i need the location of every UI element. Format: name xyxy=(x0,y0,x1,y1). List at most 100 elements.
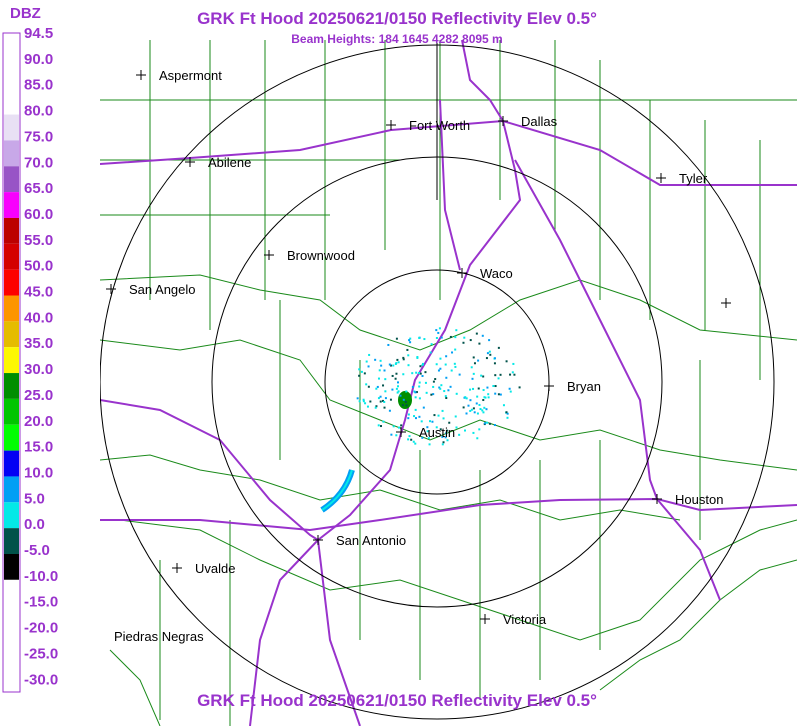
echo-pixel xyxy=(418,397,421,400)
legend: DBZ 94.5 90.0 85.0 80.0 75.0 70.0 65.0 60.0 55.0… xyxy=(2,5,58,693)
echo-pixel xyxy=(470,366,473,369)
echo-pixel xyxy=(400,424,403,427)
echo-pixel xyxy=(482,389,485,392)
echo-pixel xyxy=(467,404,470,407)
echo-pixel xyxy=(438,327,441,330)
echo-pixel xyxy=(492,385,495,388)
legend-label: 45.0 xyxy=(24,284,53,301)
echo-pixel xyxy=(472,356,475,359)
echo-pixel xyxy=(506,416,509,419)
echo-pixel xyxy=(406,348,409,351)
echo-pixel xyxy=(415,371,418,374)
legend-swatch xyxy=(4,321,19,348)
echo-pixel xyxy=(388,363,391,366)
echo-pixel xyxy=(488,350,491,353)
echo-pixel xyxy=(374,358,377,361)
echo-pixel xyxy=(472,387,475,390)
city-label: Brownwood xyxy=(287,248,355,263)
city-label: Waco xyxy=(480,266,513,281)
echo-pixel xyxy=(390,433,393,436)
echo-pixel xyxy=(397,361,400,364)
echo-pixel xyxy=(473,362,476,365)
echo-pixel xyxy=(455,329,458,332)
echo-pixel xyxy=(425,391,428,394)
legend-swatch xyxy=(4,450,19,477)
footer-title: GRK Ft Hood 20250621/0150 Reflectivity E… xyxy=(197,691,597,710)
echo-pixel xyxy=(445,355,448,358)
legend-label: -20.0 xyxy=(24,620,58,637)
legend-swatch xyxy=(4,140,19,167)
echo-pixel xyxy=(421,436,424,439)
legend-label: 85.0 xyxy=(24,77,53,94)
echo-pixel xyxy=(405,390,408,393)
echo-pixel xyxy=(399,394,402,397)
echo-pixel xyxy=(484,396,487,399)
city-marker xyxy=(386,120,396,130)
echo-pixel xyxy=(377,377,380,380)
legend-swatch xyxy=(4,295,19,322)
echo-pixel xyxy=(451,351,454,354)
echo-pixel xyxy=(401,404,404,407)
echo-pixel xyxy=(454,415,457,418)
city-label: Victoria xyxy=(503,612,547,627)
echo-pixel xyxy=(494,374,497,377)
echo-pixel xyxy=(395,387,398,390)
echo-pixel xyxy=(494,392,497,395)
city-marker xyxy=(264,250,274,260)
echo-pixel xyxy=(383,406,386,409)
legend-swatch xyxy=(4,88,19,115)
city-label: Dallas xyxy=(521,114,558,129)
echo-pixel xyxy=(410,438,413,441)
echo-pixel xyxy=(387,343,390,346)
legend-swatch xyxy=(4,114,19,141)
echo-pixel xyxy=(437,369,440,372)
echo-pixel xyxy=(463,429,466,432)
legend-label: 10.0 xyxy=(24,464,53,481)
echo-pixel xyxy=(482,411,485,414)
echo-pixel xyxy=(513,373,516,376)
echo-pixel xyxy=(462,406,465,409)
cities: Aspermont Fort Worth Dallas Abilene Tyler Bro… xyxy=(106,68,723,644)
echo-pixel xyxy=(415,391,418,394)
echo-pixel xyxy=(497,377,500,380)
legend-swatch xyxy=(4,398,19,425)
echo-pixel xyxy=(472,431,475,434)
echo-pixel xyxy=(356,397,359,400)
echo-pixel xyxy=(378,369,381,372)
city-marker xyxy=(172,563,182,573)
echo-pixel xyxy=(477,387,480,390)
echo-pixel xyxy=(489,353,492,356)
echo-pixel xyxy=(438,386,441,389)
echo-pixel xyxy=(419,372,422,375)
echo-pixel xyxy=(360,370,363,373)
legend-swatch xyxy=(4,476,19,503)
echo-pixel xyxy=(367,365,370,368)
legend-label: 65.0 xyxy=(24,180,53,197)
echo-pixel xyxy=(426,430,429,433)
subtitle: Beam Heights: 184 1645 4282 8095 m xyxy=(291,32,502,46)
echo-pixel xyxy=(488,339,491,342)
echo-pixel xyxy=(421,362,424,365)
echo-pixel xyxy=(454,348,457,351)
echo-pixel xyxy=(445,397,448,400)
echo-pixel xyxy=(368,353,371,356)
echo-pixel xyxy=(485,357,488,360)
legend-swatch xyxy=(4,373,19,399)
echo-pixel xyxy=(416,356,419,359)
echo-pixel xyxy=(409,337,412,340)
echo-pixel xyxy=(382,384,385,387)
echo-pixel xyxy=(421,363,424,366)
city-label: San Angelo xyxy=(129,282,196,297)
city-marker xyxy=(136,70,146,80)
echo-pixel xyxy=(382,420,385,423)
city-label: Tyler xyxy=(679,171,708,186)
echo-pixel xyxy=(418,336,421,339)
echo-pixel xyxy=(402,356,405,359)
echo-pixel xyxy=(366,405,369,408)
echo-pixel xyxy=(363,372,366,375)
echo-pixel xyxy=(440,336,443,339)
echo-pixel xyxy=(417,372,420,375)
echo-pixel xyxy=(398,426,401,429)
echo-pixel xyxy=(499,373,502,376)
echo-pixel xyxy=(430,343,433,346)
